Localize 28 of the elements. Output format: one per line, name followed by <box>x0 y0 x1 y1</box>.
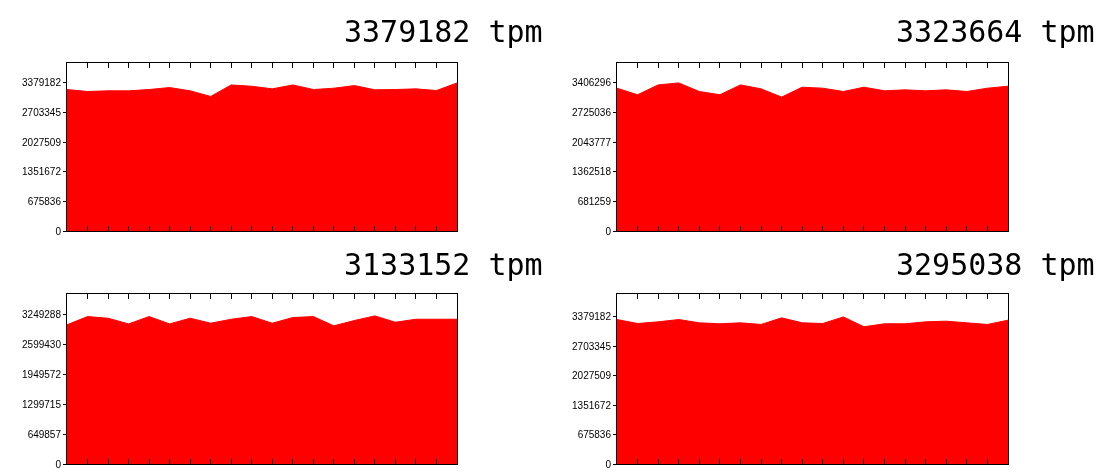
y-tick-label: 649857 <box>27 428 62 440</box>
y-tick-label: 0 <box>605 458 612 470</box>
y-tick-label: 2027509 <box>22 136 62 148</box>
y-tick-label: 3379182 <box>572 311 612 323</box>
y-tick-label: 2703345 <box>22 107 62 119</box>
y-tick-label: 0 <box>55 458 62 470</box>
y-tick-label: 3379182 <box>22 77 62 89</box>
y-tick-label: 675836 <box>577 429 612 441</box>
chart-title: 3295038 tpm <box>896 247 1095 282</box>
y-tick-label: 2599430 <box>22 339 62 351</box>
y-tick-label: 3406296 <box>572 77 612 89</box>
y-tick-label: 2725036 <box>572 107 612 119</box>
y-tick-label: 2043777 <box>572 136 612 148</box>
chart-title: 3379182 tpm <box>344 14 543 49</box>
y-tick-label: 681259 <box>577 195 612 207</box>
y-tick-label: 2027509 <box>572 370 612 382</box>
y-tick-label: 1351672 <box>22 166 62 178</box>
y-tick-label: 0 <box>605 225 612 237</box>
y-tick-label: 1949572 <box>22 369 62 381</box>
y-tick-label: 1351672 <box>572 399 612 411</box>
y-tick-label: 0 <box>55 225 62 237</box>
y-tick-label: 675836 <box>27 195 62 207</box>
y-tick-label: 3249288 <box>22 309 62 321</box>
chart-title: 3323664 tpm <box>896 14 1095 49</box>
y-tick-label: 1299715 <box>22 398 62 410</box>
chart-title: 3133152 tpm <box>344 247 543 282</box>
y-tick-label: 2703345 <box>572 340 612 352</box>
y-tick-label: 1362518 <box>572 166 612 178</box>
